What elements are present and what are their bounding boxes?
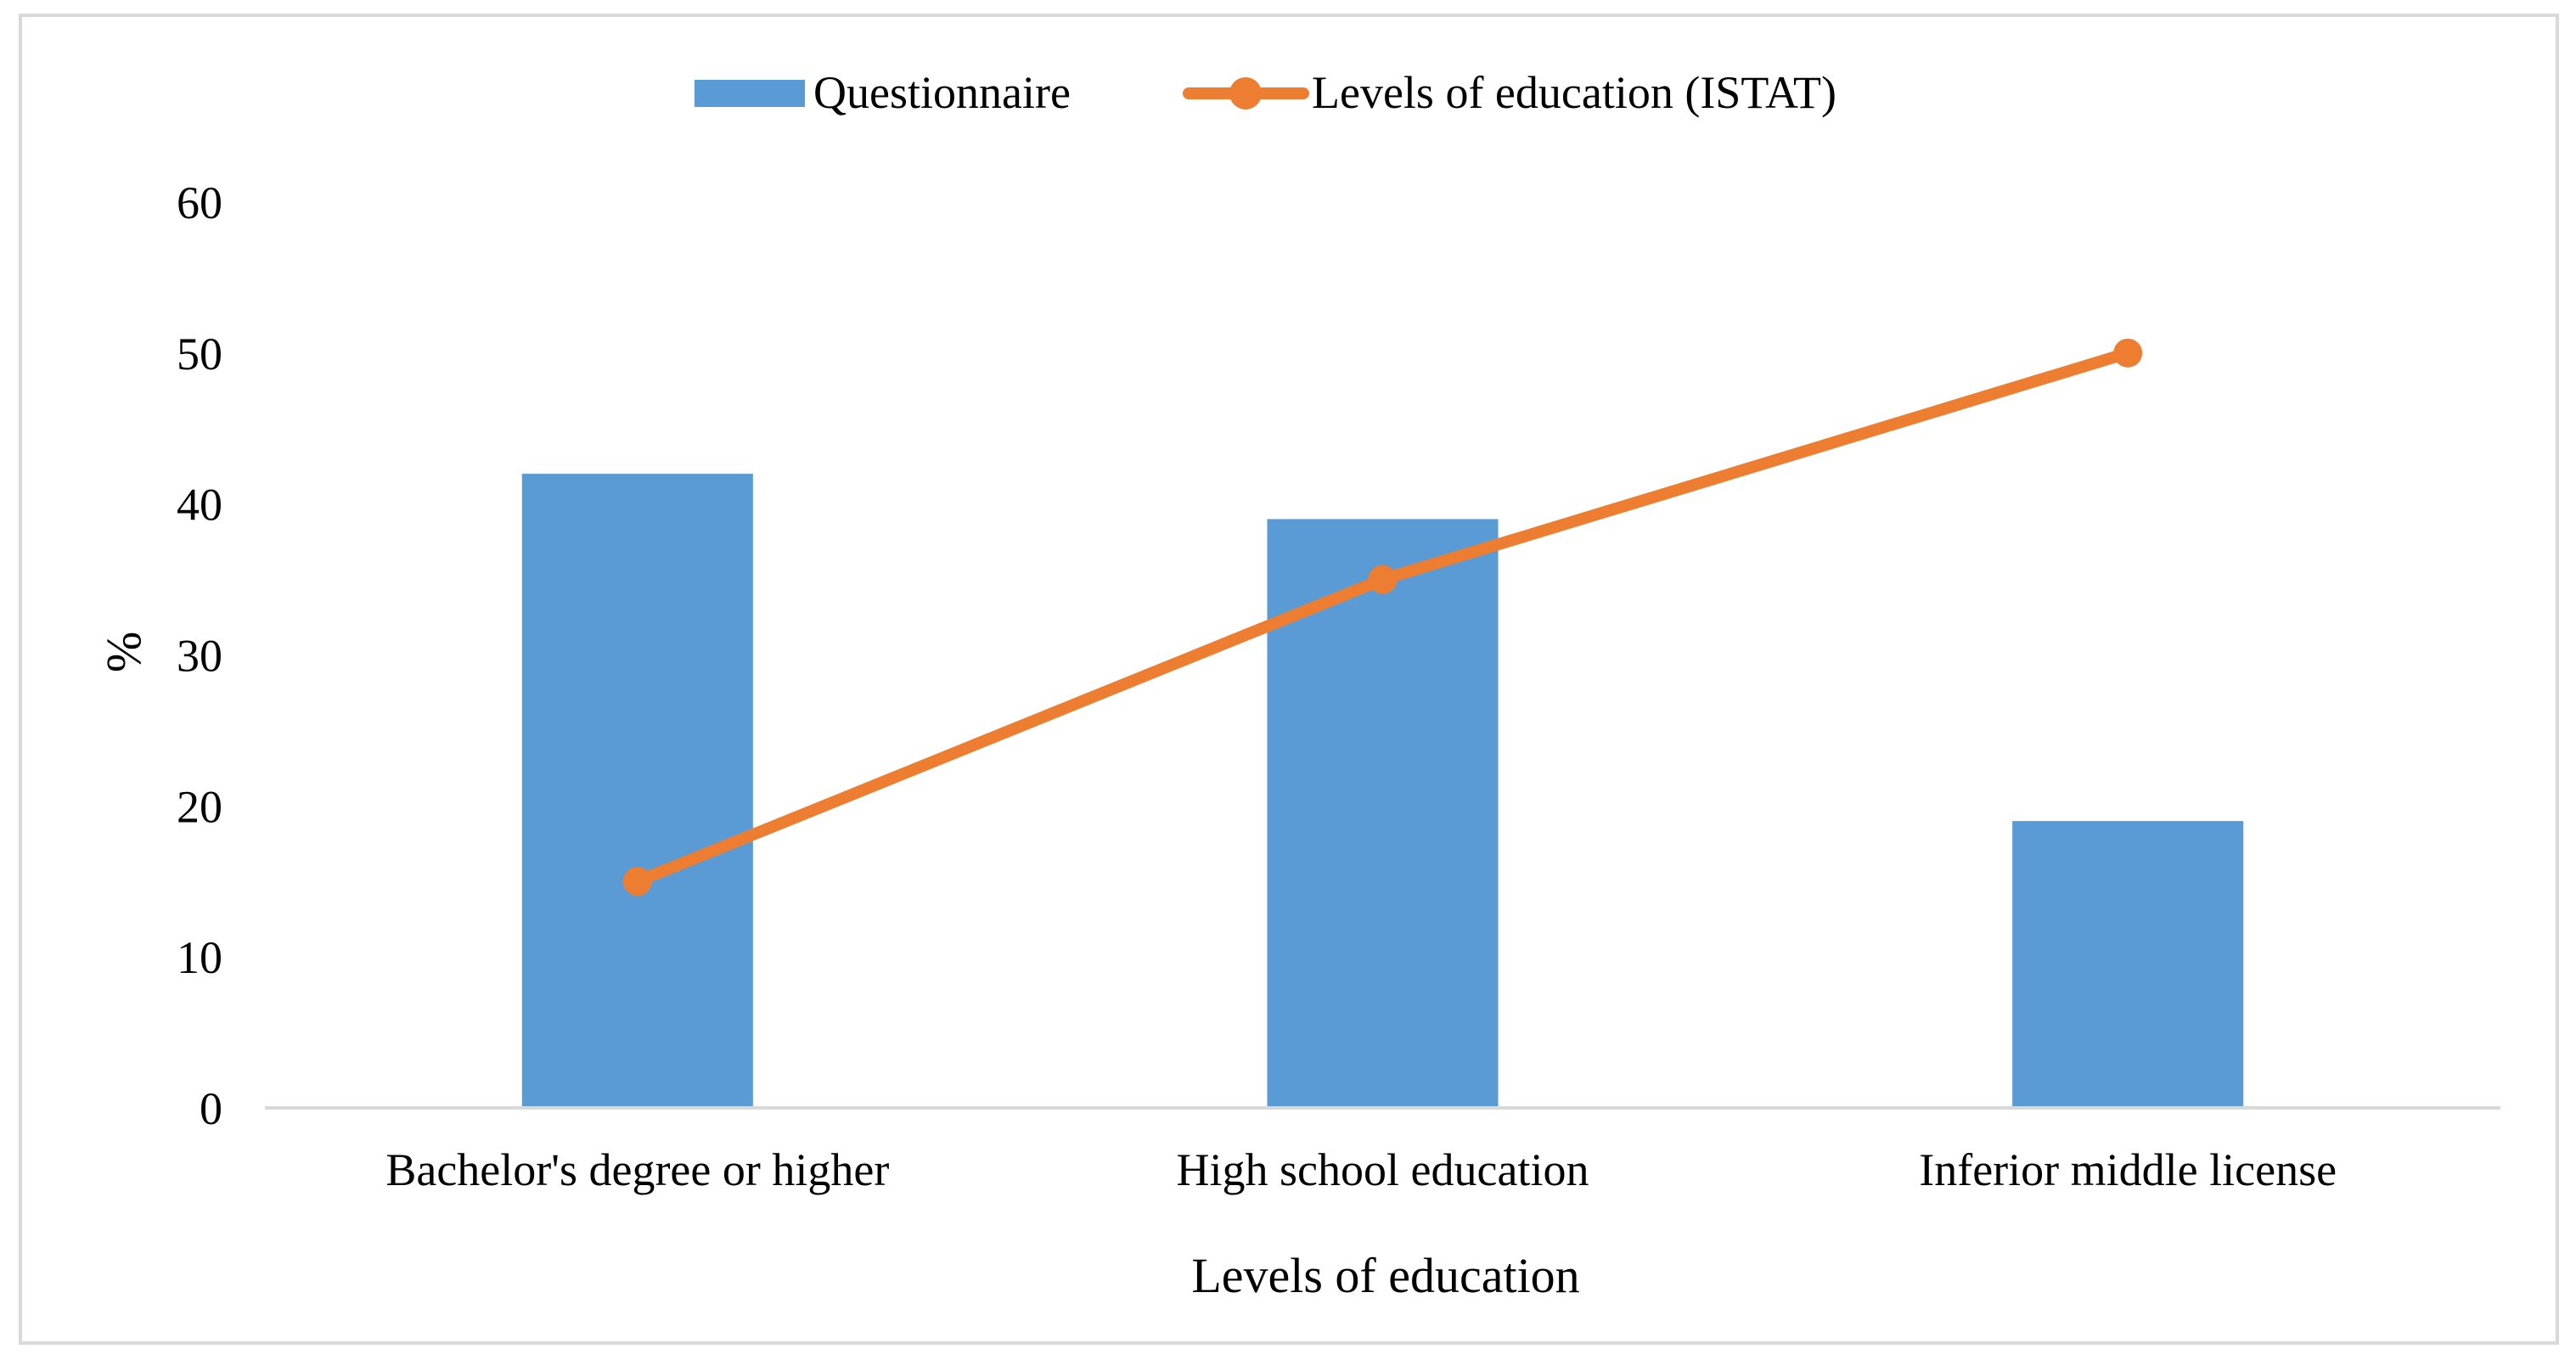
legend-swatch-questionnaire: [695, 80, 805, 107]
y-tick-label: 30: [177, 631, 222, 682]
y-tick-label: 20: [177, 781, 222, 832]
y-tick-label: 40: [177, 480, 222, 531]
x-tick-label: High school education: [1177, 1144, 1589, 1195]
bar: [521, 474, 753, 1108]
x-axis-ticks: Bachelor's degree or higher High school e…: [385, 1144, 2337, 1195]
legend: Questionnaire Levels of education (ISTAT…: [695, 67, 1836, 118]
y-tick-label: 0: [200, 1083, 222, 1134]
legend-swatch-istat-marker: [1229, 77, 1262, 110]
y-tick-label: 10: [177, 932, 222, 983]
bar: [1267, 519, 1499, 1108]
line-point: [1368, 565, 1398, 594]
x-tick-label: Inferior middle license: [1919, 1144, 2337, 1195]
y-axis-ticks: 0 10 20 30 40 50 60: [177, 177, 222, 1134]
line-series-istat: [622, 338, 2143, 896]
line-point: [2113, 338, 2143, 368]
bar-series-questionnaire: [521, 474, 2244, 1108]
legend-label-questionnaire: Questionnaire: [813, 67, 1071, 118]
bar: [2012, 821, 2244, 1108]
y-tick-label: 50: [177, 329, 222, 379]
line-point: [622, 867, 652, 896]
x-tick-label: Bachelor's degree or higher: [385, 1144, 889, 1195]
x-axis-label: Levels of education: [1191, 1248, 1579, 1303]
legend-label-istat: Levels of education (ISTAT): [1312, 67, 1836, 118]
y-axis-label: %: [96, 632, 151, 672]
y-tick-label: 60: [177, 177, 222, 228]
